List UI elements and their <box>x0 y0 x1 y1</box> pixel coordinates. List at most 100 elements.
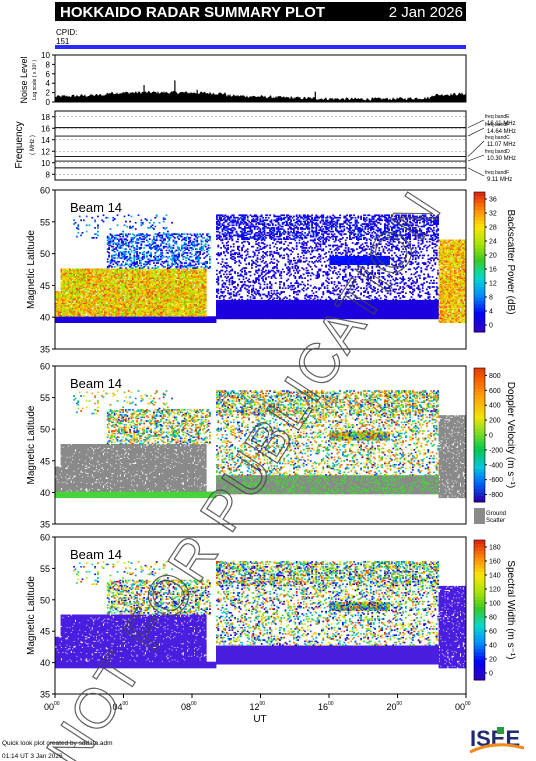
beam-label: Beam 14 <box>70 376 122 391</box>
colorbar-tick-label: 600 <box>489 388 501 395</box>
freq-band-leader <box>467 154 485 162</box>
beam-label: Beam 14 <box>70 200 122 215</box>
noise-ytick-label: 4 <box>46 79 51 88</box>
colorbar <box>473 539 486 681</box>
colorbar-label: Doppler Velocity (m s⁻¹) <box>505 382 516 488</box>
ut-tick-hour: 20 <box>386 702 396 712</box>
ut-tick-minute: 00 <box>465 701 471 707</box>
cpid-value: 151 <box>56 37 70 46</box>
lat-tick-label: 45 <box>40 456 50 466</box>
lat-tick-label: 45 <box>40 627 50 637</box>
lat-tick-label: 35 <box>40 690 50 700</box>
colorbar <box>473 367 486 503</box>
colorbar-tick-label: 200 <box>489 418 501 425</box>
lat-tick-label: 60 <box>40 362 50 372</box>
lat-tick-label: 40 <box>40 658 50 668</box>
colorbar-tick-label: 120 <box>489 587 501 594</box>
ut-tick-minute: 00 <box>397 701 403 707</box>
ut-tick-minute: 00 <box>260 701 266 707</box>
freq-band-name: freq bandD <box>485 149 510 155</box>
scatter-field <box>55 390 466 499</box>
freq-ytick-label: 18 <box>41 113 50 122</box>
colorbar-label: Backscatter Power (dB) <box>505 209 516 314</box>
ground-scatter-label: Ground <box>486 511 506 517</box>
ut-axis: 00 00 04 00 08 00 12 00 16 00 20 00 00 00 <box>44 694 471 712</box>
lat-tick-label: 55 <box>40 393 50 403</box>
colorbar-tick-label: 32 <box>489 211 497 218</box>
freq-ytick-label: 14 <box>41 136 50 145</box>
noise-ytick-label: 10 <box>41 51 50 60</box>
freq-ytick-label: 10 <box>41 159 50 168</box>
lat-axis-label: Magnetic Latitude <box>26 230 37 309</box>
freq-ytick-label: 8 <box>46 170 51 179</box>
noise-ytick-label: 8 <box>46 60 51 69</box>
colorbar-tick-label: 100 <box>489 601 501 608</box>
lat-tick-label: 50 <box>40 425 50 435</box>
freq-ytick-label: 16 <box>41 124 50 133</box>
lat-axis-label: Magnetic Latitude <box>26 405 37 484</box>
colorbar-tick-label: 12 <box>489 281 497 288</box>
lat-tick-label: 40 <box>40 488 50 498</box>
panel-frame <box>54 365 467 525</box>
freq-ytick-label: 12 <box>41 147 50 156</box>
colorbar-tick-label: 24 <box>489 239 497 246</box>
lat-tick-label: 50 <box>40 595 50 605</box>
ground-scatter-label-2: Scatter <box>486 518 505 524</box>
lat-tick-label: 60 <box>40 533 50 543</box>
colorbar-tick-label: 8 <box>489 295 493 302</box>
noise-ytick-label: 2 <box>46 89 51 98</box>
ut-tick-hour: 04 <box>112 702 122 712</box>
lat-tick-label: 35 <box>40 520 50 530</box>
colorbar-label: Spectral Width (m s⁻¹) <box>505 560 516 659</box>
freq-band-leader <box>467 167 485 177</box>
freq-band-value: 16.11 MHz <box>487 121 516 127</box>
colorbar-tick-label: -400 <box>489 462 503 469</box>
lat-axis-label: Magnetic Latitude <box>26 576 37 655</box>
lat-tick-label: 40 <box>40 313 50 323</box>
colorbar-tick-label: 80 <box>489 615 497 622</box>
cpid-bar <box>55 45 466 49</box>
colorbar-tick-label: 60 <box>489 629 497 636</box>
colorbar-tick-label: 28 <box>489 225 497 232</box>
velocity-panel: 35 40 45 50 55 60 Magnetic Latitude Beam 14 800 6… <box>26 362 516 530</box>
noise-ylabel: Noise Level <box>19 56 29 103</box>
ut-tick-hour: 00 <box>455 702 465 712</box>
cpid-label: CPID: <box>56 28 77 37</box>
lat-tick-label: 55 <box>40 564 50 574</box>
freq-band-leader <box>467 119 485 128</box>
colorbar-tick-label: 140 <box>489 573 501 580</box>
isee-logo: ISEE <box>469 726 525 754</box>
width-panel: 35 40 45 50 55 60 Magnetic Latitude Beam 14 0 20 4… <box>26 533 516 700</box>
ut-tick-hour: 00 <box>44 702 54 712</box>
ut-tick-minute: 00 <box>191 701 197 707</box>
lat-tick-label: 45 <box>40 281 50 291</box>
colorbar <box>473 191 486 333</box>
freq-band-value: 11.07 MHz <box>487 142 516 148</box>
freq-ylabel-sub: ( MHz ) <box>30 135 36 155</box>
colorbar-tick-label: -800 <box>489 492 503 499</box>
colorbar-tick-label: 4 <box>489 309 493 316</box>
ut-tick-hour: 08 <box>181 702 191 712</box>
freq-band-name: freq bandE <box>485 114 510 120</box>
freq-band-leader <box>467 127 485 137</box>
header-title: HOKKAIDO RADAR SUMMARY PLOT <box>60 4 325 21</box>
colorbar-tick-label: -200 <box>489 447 503 454</box>
colorbar-tick-label: 0 <box>489 323 493 330</box>
power-panel: 35 40 45 50 55 60 Magnetic Latitude Beam 14 0 4 8 1… <box>26 186 516 355</box>
footer-timestamp: 01:14 UT 3 Jan 2026 <box>2 753 63 760</box>
lat-tick-label: 55 <box>40 217 50 227</box>
lat-tick-label: 60 <box>40 186 50 196</box>
noise-ytick-label: 6 <box>46 70 51 79</box>
beam-label: Beam 14 <box>70 547 122 562</box>
colorbar-tick-label: 16 <box>489 267 497 274</box>
freq-band-name: freq bandF <box>485 170 509 176</box>
freq-band-value: 10.30 MHz <box>487 156 516 162</box>
freq-band-name: freq bandF <box>485 122 509 128</box>
noise-ylabel-sub: Log scale ( x 10³ ) <box>32 60 38 100</box>
colorbar-tick-label: 800 <box>489 373 501 380</box>
colorbar-tick-label: 36 <box>489 197 497 204</box>
isee-logo-text: ISEE <box>470 726 520 751</box>
